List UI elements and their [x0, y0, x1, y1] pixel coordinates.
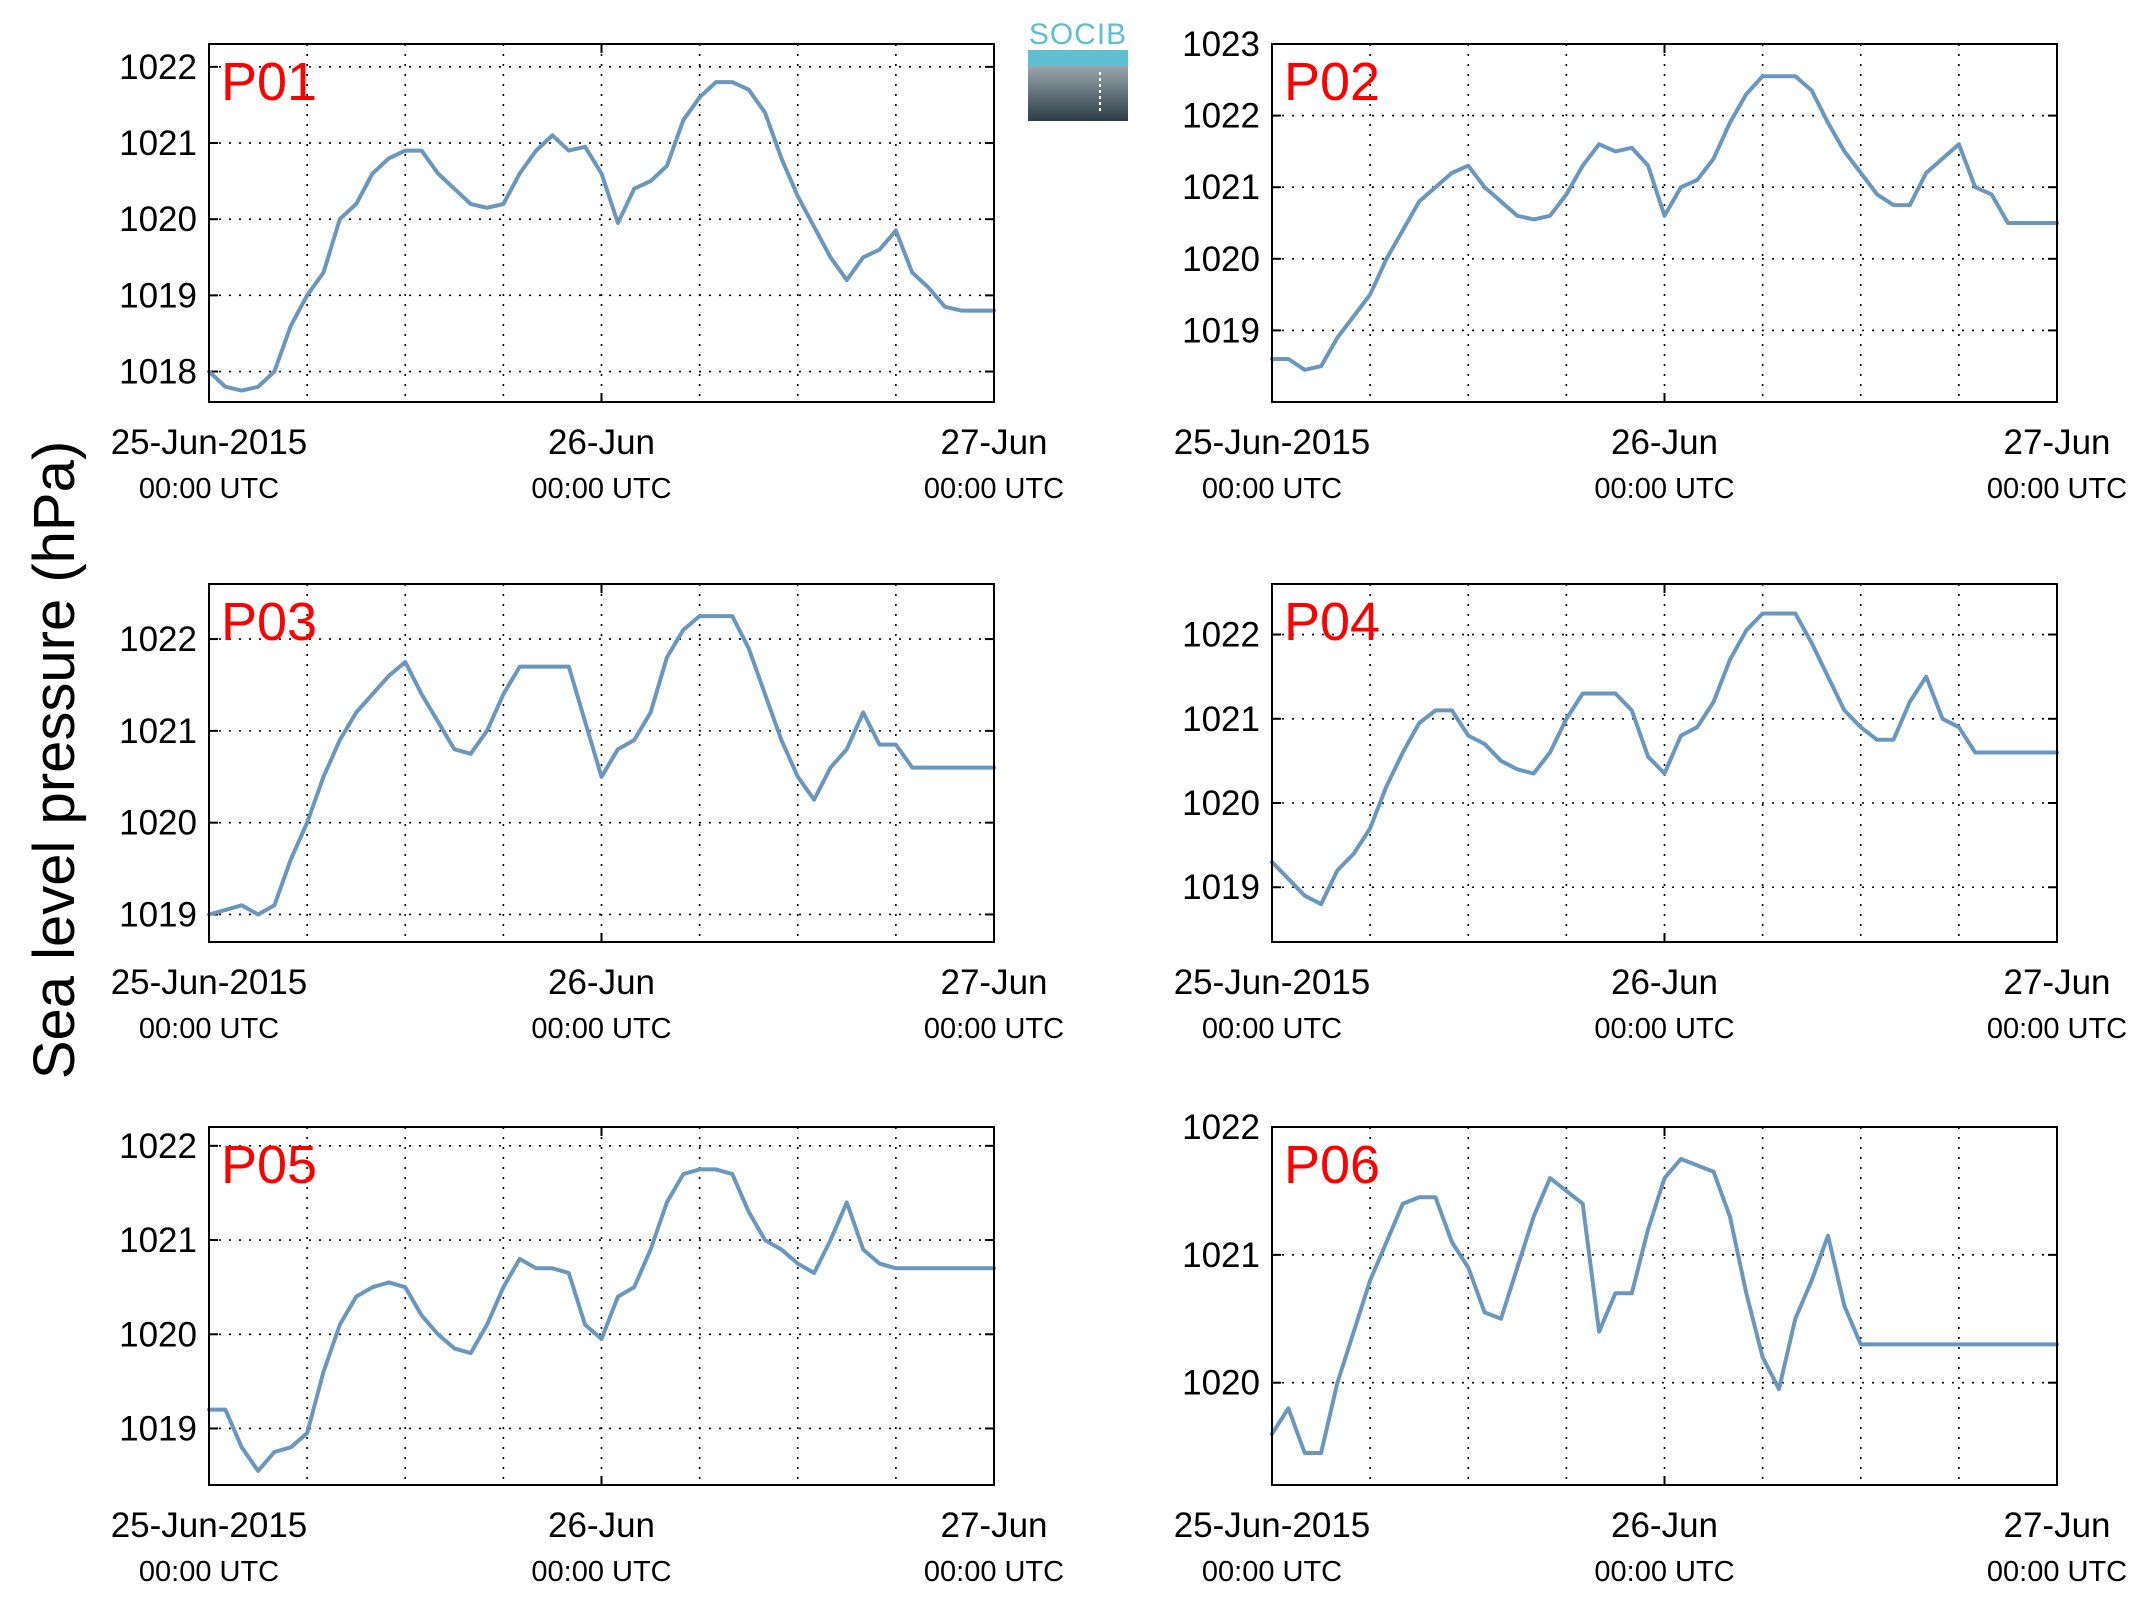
panel-title: P06	[1284, 1135, 1380, 1195]
series-line-p04	[1270, 611, 2059, 907]
x-tick-label: 25-Jun-2015	[111, 423, 308, 462]
x-tick-label: 25-Jun-2015	[1174, 423, 1371, 462]
x-tick-label: 25-Jun-2015	[111, 1506, 308, 1545]
y-tick-label: 1023	[1182, 25, 1260, 64]
plot-frame	[1271, 583, 2058, 943]
x-tick-label: 27-Jun	[2003, 423, 2110, 462]
x-tick-sublabel: 00:00 UTC	[924, 1013, 1064, 1045]
x-tick-label: 26-Jun	[1611, 1506, 1718, 1545]
x-tick-sublabel: 00:00 UTC	[1594, 473, 1734, 505]
y-tick-label: 1022	[1182, 1108, 1260, 1147]
y-tick-label: 1020	[119, 804, 197, 843]
series-line-p02	[1270, 74, 2059, 372]
panel-p06: 1020 1021 1022 25-Jun-2015 00:00 UTC 26-Jun 00…	[1174, 1108, 2127, 1588]
x-tick-sublabel: 00:00 UTC	[924, 1556, 1064, 1588]
y-tick-label: 1021	[1182, 1236, 1260, 1275]
plot-frame	[208, 43, 995, 403]
x-tick-label: 26-Jun	[1611, 423, 1718, 462]
x-tick-label: 26-Jun	[548, 1506, 655, 1545]
panel-title: P05	[221, 1135, 317, 1195]
x-tick-sublabel: 00:00 UTC	[1987, 473, 2127, 505]
x-tick-sublabel: 00:00 UTC	[531, 473, 671, 505]
panel-p01: 1018 1019 1020 1021 1022 25-Jun-2015 00:00 UTC…	[111, 43, 1064, 505]
y-tick-label: 1022	[119, 48, 197, 87]
panel-title: P03	[221, 592, 317, 652]
y-tick-label: 1022	[119, 1127, 197, 1166]
x-tick-label: 25-Jun-2015	[111, 963, 308, 1002]
y-tick-label: 1019	[119, 276, 197, 315]
series-line-p01	[207, 80, 996, 393]
y-tick-label: 1018	[119, 353, 197, 392]
y-tick-label: 1020	[1182, 784, 1260, 823]
y-tick-label: 1022	[1182, 97, 1260, 136]
x-tick-label: 27-Jun	[940, 963, 1047, 1002]
y-tick-label: 1020	[119, 1315, 197, 1354]
x-tick-sublabel: 00:00 UTC	[1594, 1013, 1734, 1045]
x-tick-sublabel: 00:00 UTC	[139, 1013, 279, 1045]
y-axis-label: Sea level pressure (hPa)	[22, 441, 87, 1079]
panel-title: P04	[1284, 592, 1380, 652]
y-tick-label: 1021	[119, 1221, 197, 1260]
x-tick-sublabel: 00:00 UTC	[531, 1013, 671, 1045]
series-line-p05	[207, 1167, 996, 1473]
x-tick-sublabel: 00:00 UTC	[531, 1556, 671, 1588]
series-line-p03	[207, 614, 996, 917]
panel-p02: 1019 1020 1021 1022 1023 25-Jun-2015 00:00 UTC…	[1174, 25, 2127, 505]
plot-frame	[1271, 1126, 2058, 1486]
socib-logo-text: SOCIB	[1029, 18, 1127, 51]
y-tick-label: 1020	[119, 200, 197, 239]
plot-frame	[1271, 43, 2058, 403]
y-tick-label: 1019	[1182, 868, 1260, 907]
y-tick-label: 1019	[1182, 311, 1260, 350]
x-tick-sublabel: 00:00 UTC	[1987, 1556, 2127, 1588]
x-tick-sublabel: 00:00 UTC	[1202, 1556, 1342, 1588]
y-tick-label: 1019	[119, 895, 197, 934]
x-tick-label: 26-Jun	[548, 963, 655, 1002]
x-tick-label: 27-Jun	[2003, 1506, 2110, 1545]
y-tick-label: 1020	[1182, 1364, 1260, 1403]
y-tick-label: 1021	[1182, 168, 1260, 207]
y-tick-label: 1022	[119, 620, 197, 659]
y-tick-label: 1019	[119, 1409, 197, 1448]
x-tick-label: 27-Jun	[940, 423, 1047, 462]
series-line-p06	[1270, 1157, 2059, 1455]
panel-p03: 1019 1020 1021 1022 25-Jun-2015 00:00 UTC 26-J…	[111, 583, 1064, 1045]
y-tick-label: 1021	[119, 124, 197, 163]
socib-logo: SOCIB	[1028, 18, 1128, 121]
x-tick-sublabel: 00:00 UTC	[1202, 473, 1342, 505]
panel-title: P02	[1284, 52, 1380, 112]
y-tick-label: 1021	[119, 712, 197, 751]
x-tick-label: 26-Jun	[548, 423, 655, 462]
x-tick-label: 25-Jun-2015	[1174, 963, 1371, 1002]
x-tick-label: 26-Jun	[1611, 963, 1718, 1002]
x-tick-label: 27-Jun	[2003, 963, 2110, 1002]
x-tick-sublabel: 00:00 UTC	[139, 473, 279, 505]
y-tick-label: 1021	[1182, 700, 1260, 739]
x-tick-label: 25-Jun-2015	[1174, 1506, 1371, 1545]
x-tick-sublabel: 00:00 UTC	[1202, 1013, 1342, 1045]
x-tick-sublabel: 00:00 UTC	[1594, 1556, 1734, 1588]
plot-frame	[208, 1126, 995, 1486]
x-tick-sublabel: 00:00 UTC	[924, 473, 1064, 505]
y-tick-label: 1020	[1182, 240, 1260, 279]
x-tick-sublabel: 00:00 UTC	[1987, 1013, 2127, 1045]
panel-p04: 1019 1020 1021 1022 25-Jun-2015 00:00 UTC 26-J…	[1174, 583, 2127, 1045]
y-tick-label: 1022	[1182, 616, 1260, 655]
x-tick-sublabel: 00:00 UTC	[139, 1556, 279, 1588]
plot-frame	[208, 583, 995, 943]
x-tick-label: 27-Jun	[940, 1506, 1047, 1545]
panel-p05: 1019 1020 1021 1022 25-Jun-2015 00:00 UTC 26-J…	[111, 1126, 1064, 1588]
panel-title: P01	[221, 52, 317, 112]
